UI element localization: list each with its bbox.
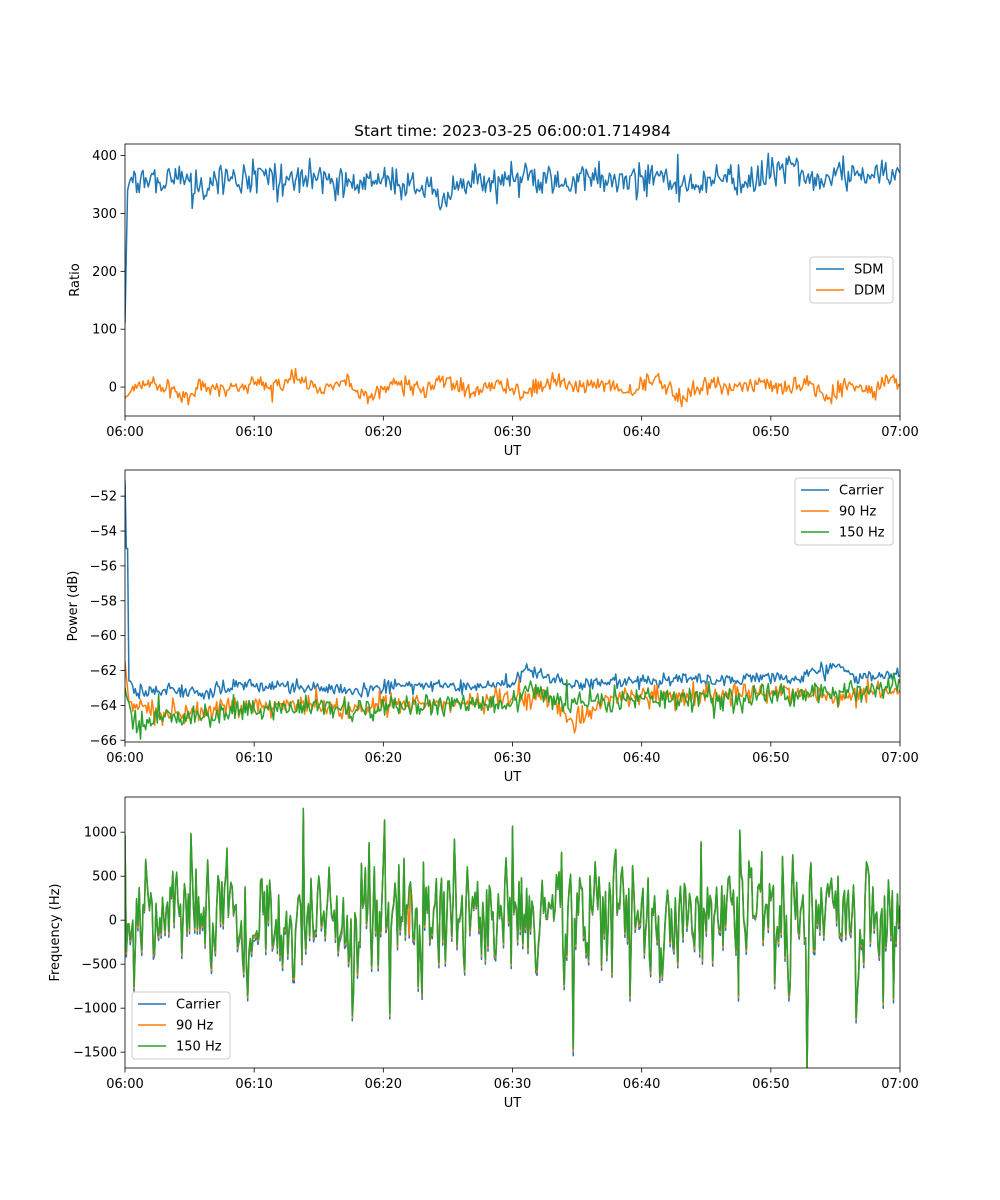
x-tick-label: 06:10 bbox=[235, 751, 272, 766]
y-axis-label: Power (dB) bbox=[66, 571, 81, 642]
y-tick-label: −52 bbox=[90, 490, 117, 505]
y-tick-label: 1000 bbox=[84, 826, 117, 841]
y-tick-label: 300 bbox=[92, 207, 117, 222]
legend-label: 150 Hz bbox=[839, 526, 885, 541]
y-tick-label: −56 bbox=[90, 559, 117, 574]
x-tick-label: 06:30 bbox=[494, 425, 531, 440]
x-tick-label: 06:20 bbox=[365, 425, 402, 440]
x-tick-label: 06:30 bbox=[494, 751, 531, 766]
x-tick-label: 06:10 bbox=[235, 1077, 272, 1092]
legend-label: DDM bbox=[854, 284, 885, 299]
legend-label: Carrier bbox=[176, 998, 221, 1013]
x-axis-label: UT bbox=[504, 770, 522, 785]
x-tick-label: 06:20 bbox=[365, 1077, 402, 1092]
legend-label: 90 Hz bbox=[839, 505, 876, 520]
y-tick-label: −62 bbox=[90, 664, 117, 679]
panels: 06:00 06:10 06:20 06:30 06:40 06:50 07:00 0 100 2… bbox=[48, 143, 919, 1111]
y-tick-label: −1500 bbox=[73, 1046, 117, 1061]
legend-label: 150 Hz bbox=[176, 1040, 222, 1055]
legend-box bbox=[131, 991, 231, 1060]
legend-label: Carrier bbox=[839, 484, 884, 499]
series-line-sdm bbox=[125, 152, 900, 324]
y-tick-label: −54 bbox=[90, 525, 117, 540]
x-tick-label: 06:40 bbox=[623, 751, 660, 766]
x-axis-label: UT bbox=[504, 444, 522, 459]
figure-title: Start time: 2023-03-25 06:00:01.714984 bbox=[354, 122, 671, 140]
y-tick-label: 400 bbox=[92, 149, 117, 164]
series-line-150-hz bbox=[125, 807, 900, 1068]
y-tick-label: 500 bbox=[92, 870, 117, 885]
y-tick-label: −500 bbox=[81, 958, 117, 973]
x-tick-label: 07:00 bbox=[881, 1077, 918, 1092]
chart-panel-1: 06:00 06:10 06:20 06:30 06:40 06:50 07:00 0 100 2… bbox=[68, 143, 919, 459]
x-tick-label: 06:10 bbox=[235, 425, 272, 440]
series-line-150-hz bbox=[125, 672, 900, 740]
x-tick-label: 06:40 bbox=[623, 425, 660, 440]
x-tick-label: 06:20 bbox=[365, 751, 402, 766]
y-tick-label: −66 bbox=[90, 734, 117, 749]
y-tick-label: 0 bbox=[109, 381, 117, 396]
legend: Carrier 90 Hz 150 Hz bbox=[794, 477, 894, 546]
y-tick-label: −1000 bbox=[73, 1002, 117, 1017]
x-tick-label: 06:50 bbox=[752, 1077, 789, 1092]
series-line-ddm bbox=[125, 367, 900, 408]
series-group bbox=[125, 480, 900, 740]
x-tick-label: 06:00 bbox=[106, 751, 143, 766]
y-tick-label: −58 bbox=[90, 594, 117, 609]
x-axis-label: UT bbox=[504, 1096, 522, 1111]
x-tick-label: 06:40 bbox=[623, 1077, 660, 1092]
legend-label: 90 Hz bbox=[176, 1019, 213, 1034]
y-tick-label: 0 bbox=[109, 914, 117, 929]
y-tick-label: −60 bbox=[90, 629, 117, 644]
y-axis-label: Ratio bbox=[68, 263, 83, 296]
x-tick-label: 06:30 bbox=[494, 1077, 531, 1092]
legend: Carrier 90 Hz 150 Hz bbox=[131, 991, 231, 1060]
x-tick-label: 06:00 bbox=[106, 1077, 143, 1092]
y-axis-label: Frequency (Hz) bbox=[48, 883, 63, 981]
series-group bbox=[125, 807, 900, 1068]
x-tick-label: 06:00 bbox=[106, 425, 143, 440]
x-tick-label: 07:00 bbox=[881, 751, 918, 766]
x-tick-label: 06:50 bbox=[752, 425, 789, 440]
y-tick-label: 100 bbox=[92, 323, 117, 338]
legend-label: SDM bbox=[854, 263, 883, 278]
y-tick-label: −64 bbox=[90, 699, 117, 714]
y-tick-label: 200 bbox=[92, 265, 117, 280]
chart-panel-2: 06:00 06:10 06:20 06:30 06:40 06:50 07:00 −66 −6… bbox=[66, 469, 919, 785]
chart-panel-3: 06:00 06:10 06:20 06:30 06:40 06:50 07:00 −1500… bbox=[48, 796, 919, 1111]
series-line-carrier bbox=[125, 480, 900, 700]
plot-area bbox=[125, 144, 900, 416]
x-tick-label: 06:50 bbox=[752, 751, 789, 766]
series-group bbox=[125, 152, 900, 408]
legend-box bbox=[794, 477, 894, 546]
legend: SDM DDM bbox=[809, 256, 894, 304]
x-tick-label: 07:00 bbox=[881, 425, 918, 440]
